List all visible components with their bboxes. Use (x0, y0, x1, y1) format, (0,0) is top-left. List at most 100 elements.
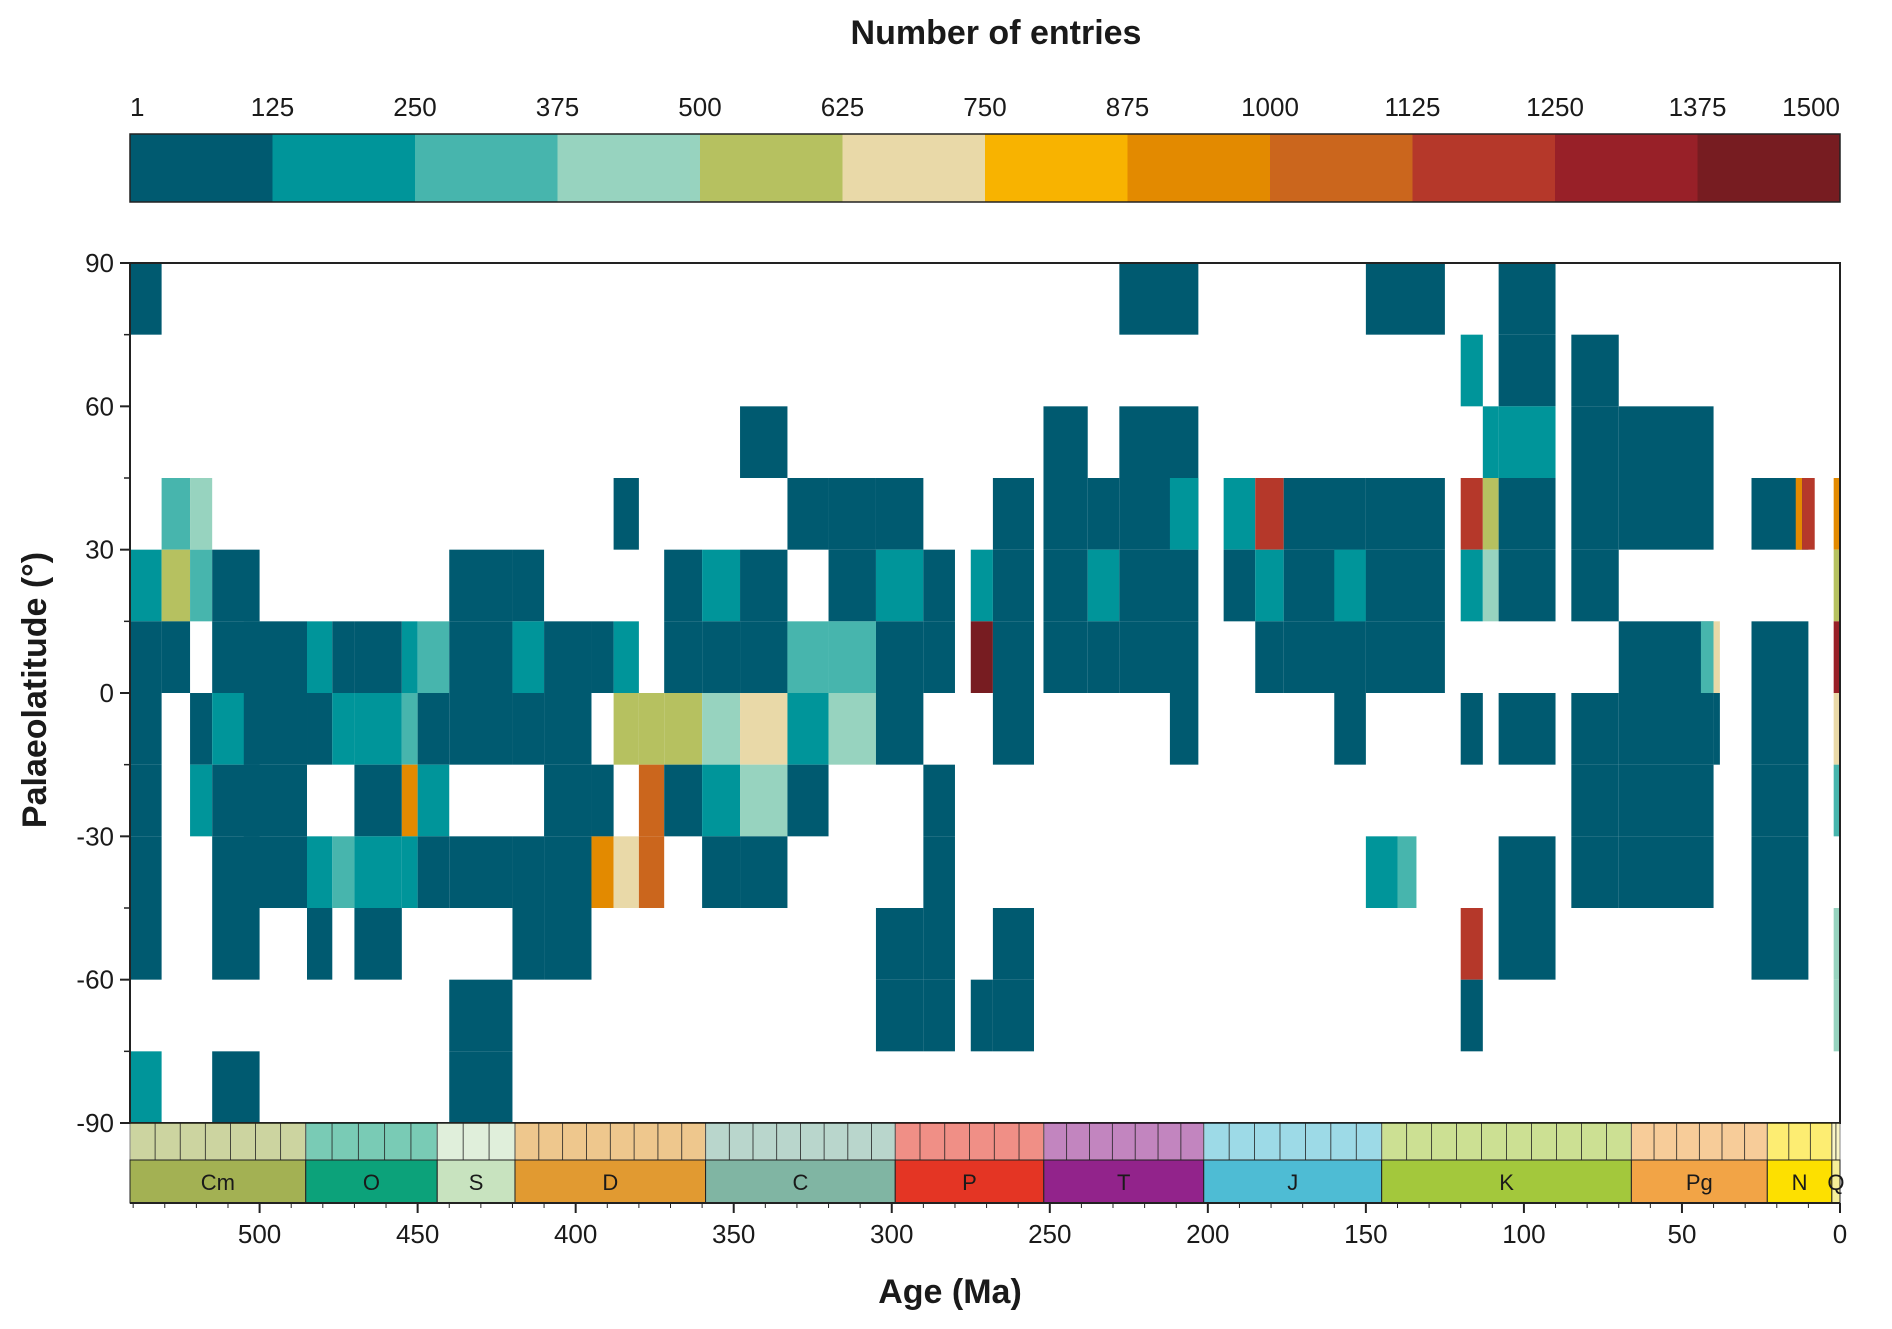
heatmap-cell (1498, 334, 1556, 407)
heatmap-cell (161, 621, 191, 693)
period-band (1203, 1159, 1383, 1204)
colorbar-swatch (1697, 134, 1841, 202)
heatmap-cell (1397, 836, 1417, 908)
stage-band (305, 1122, 438, 1161)
heatmap-cell (664, 549, 703, 622)
heatmap-cell (787, 478, 829, 550)
heatmap-cell (212, 1051, 260, 1123)
heatmap-cell (243, 764, 308, 837)
heatmap-cell (1833, 979, 1840, 1052)
heatmap-cell (417, 693, 450, 765)
x-tick-label: 200 (1186, 1219, 1229, 1249)
stage-band (1043, 1122, 1205, 1161)
heatmap-cell (212, 908, 260, 980)
colorbar-frame (129, 133, 1841, 203)
heatmap-cell (544, 764, 592, 837)
heatmap-cell (1751, 908, 1809, 980)
heatmap-cell (1283, 621, 1366, 693)
colorbar-tick-label: 500 (678, 92, 721, 122)
colorbar-swatch (842, 134, 986, 202)
colorbar-tick-label: 625 (821, 92, 864, 122)
heatmap-cell (449, 621, 513, 693)
heatmap-cell (1498, 478, 1556, 550)
heatmap-cell (449, 836, 513, 908)
heatmap-cells (130, 263, 1840, 1123)
x-tick-label: 450 (396, 1219, 439, 1249)
heatmap-cell (1833, 693, 1840, 765)
period-band (1043, 1159, 1205, 1204)
heatmap-cell (1713, 693, 1720, 765)
heatmap-cell (1460, 478, 1483, 550)
heatmap-cell (332, 693, 355, 765)
y-tick-label: -30 (76, 821, 114, 851)
colorbar-swatch (1412, 134, 1556, 202)
heatmap-cell (923, 836, 955, 908)
heatmap-cell (1043, 621, 1088, 693)
heatmap-cell (1365, 621, 1445, 693)
heatmap-cell (1751, 764, 1809, 837)
colorbar-tick-label: 750 (963, 92, 1006, 122)
colorbar-swatch (700, 134, 843, 202)
heatmap-cell (970, 621, 993, 693)
x-tick-label: 100 (1502, 1219, 1545, 1249)
heatmap-cell (1460, 334, 1483, 407)
y-tick-label: 30 (85, 535, 114, 565)
colorbar-tick-label: 250 (393, 92, 436, 122)
heatmap-cell (1833, 549, 1840, 622)
heatmap-cell (449, 1051, 513, 1123)
heatmap-cell (702, 693, 741, 765)
heatmap-cell (1087, 621, 1120, 693)
heatmap-cell (1571, 836, 1619, 908)
colorbar-swatch (1555, 134, 1698, 202)
period-band (436, 1159, 516, 1204)
heatmap-cell (875, 693, 924, 765)
colorbar-tick-label: 1000 (1241, 92, 1299, 122)
heatmap-cell (1365, 478, 1445, 550)
heatmap-cell (1334, 693, 1366, 765)
heatmap-cell (828, 478, 876, 550)
heatmap-cell (787, 764, 829, 837)
heatmap-cell (1751, 693, 1809, 765)
heatmap-cell (1365, 263, 1445, 335)
heatmap-cell (401, 764, 418, 837)
heatmap-cell (130, 836, 162, 908)
heatmap-cell (1498, 836, 1556, 908)
heatmap-cell (130, 621, 162, 693)
heatmap-cell (1795, 478, 1803, 550)
heatmap-cell (638, 836, 665, 908)
heatmap-cell (1119, 621, 1199, 693)
colorbar-tick-label: 1 (130, 92, 144, 122)
period-band (894, 1159, 1045, 1204)
heatmap-cell (1460, 908, 1483, 980)
heatmap-cell (512, 908, 545, 980)
heatmap-cell (512, 549, 545, 622)
heatmap-cell (307, 908, 333, 980)
period-band (129, 1159, 307, 1204)
heatmap-cell (130, 764, 162, 837)
heatmap-cell (613, 621, 639, 693)
heatmap-cell (1334, 549, 1366, 622)
period-label: D (602, 1170, 618, 1195)
heatmap-cell (664, 621, 703, 693)
heatmap-cell (702, 836, 741, 908)
x-tick-label: 250 (1028, 1219, 1071, 1249)
heatmap-cell (992, 478, 1034, 550)
colorbar-tick-label: 875 (1106, 92, 1149, 122)
heatmap-cell (130, 908, 162, 980)
heatmap-cell (512, 836, 545, 908)
heatmap-cell (1087, 478, 1120, 550)
heatmap-cell (1833, 908, 1840, 980)
x-tick-label: 150 (1344, 1219, 1387, 1249)
heatmap-cell (638, 693, 665, 765)
heatmap-cell (307, 621, 333, 693)
heatmap-cell (1833, 478, 1840, 550)
heatmap-cell (1283, 478, 1366, 550)
y-tick-label: 90 (85, 248, 114, 278)
heatmap-cell (130, 693, 162, 765)
heatmap-cell (1255, 549, 1284, 622)
heatmap-cell (923, 979, 955, 1052)
heatmap-cell (1482, 406, 1499, 478)
heatmap-cell (243, 836, 308, 908)
y-axis-title: Palaeolatitude (°) (16, 552, 54, 828)
heatmap-cell (992, 908, 1034, 980)
